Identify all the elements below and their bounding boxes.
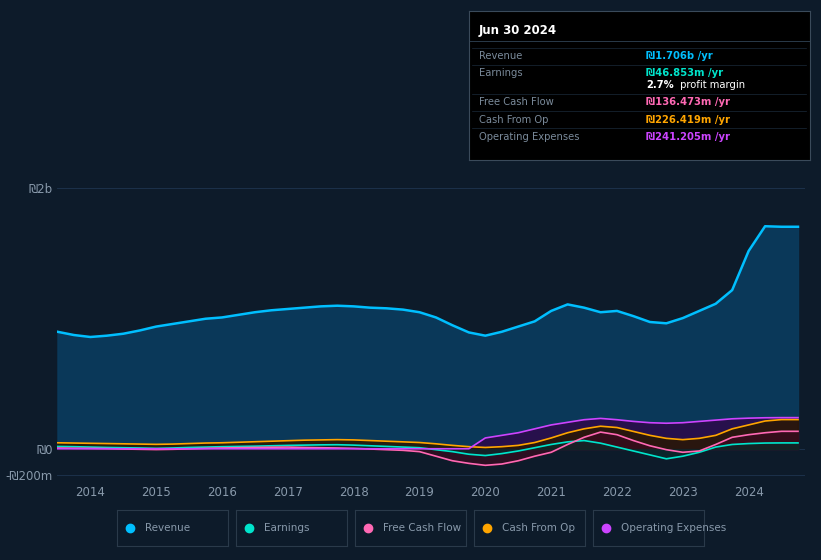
Text: Free Cash Flow: Free Cash Flow — [383, 523, 461, 533]
Text: Operating Expenses: Operating Expenses — [621, 523, 726, 533]
Text: ₪241.205m /yr: ₪241.205m /yr — [646, 132, 730, 142]
Text: profit margin: profit margin — [677, 81, 745, 90]
Text: Revenue: Revenue — [479, 52, 522, 62]
Text: Cash From Op: Cash From Op — [502, 523, 575, 533]
Text: Earnings: Earnings — [479, 68, 523, 78]
Text: ₪1.706b /yr: ₪1.706b /yr — [646, 52, 713, 62]
Text: Cash From Op: Cash From Op — [479, 115, 548, 124]
Text: Revenue: Revenue — [144, 523, 190, 533]
Text: Free Cash Flow: Free Cash Flow — [479, 97, 553, 108]
Text: Operating Expenses: Operating Expenses — [479, 132, 580, 142]
Text: ₪136.473m /yr: ₪136.473m /yr — [646, 97, 730, 108]
Text: Earnings: Earnings — [264, 523, 310, 533]
Text: ₪46.853m /yr: ₪46.853m /yr — [646, 68, 723, 78]
Text: ₪226.419m /yr: ₪226.419m /yr — [646, 115, 730, 124]
Text: Jun 30 2024: Jun 30 2024 — [479, 24, 557, 37]
Text: 2.7%: 2.7% — [646, 81, 674, 90]
